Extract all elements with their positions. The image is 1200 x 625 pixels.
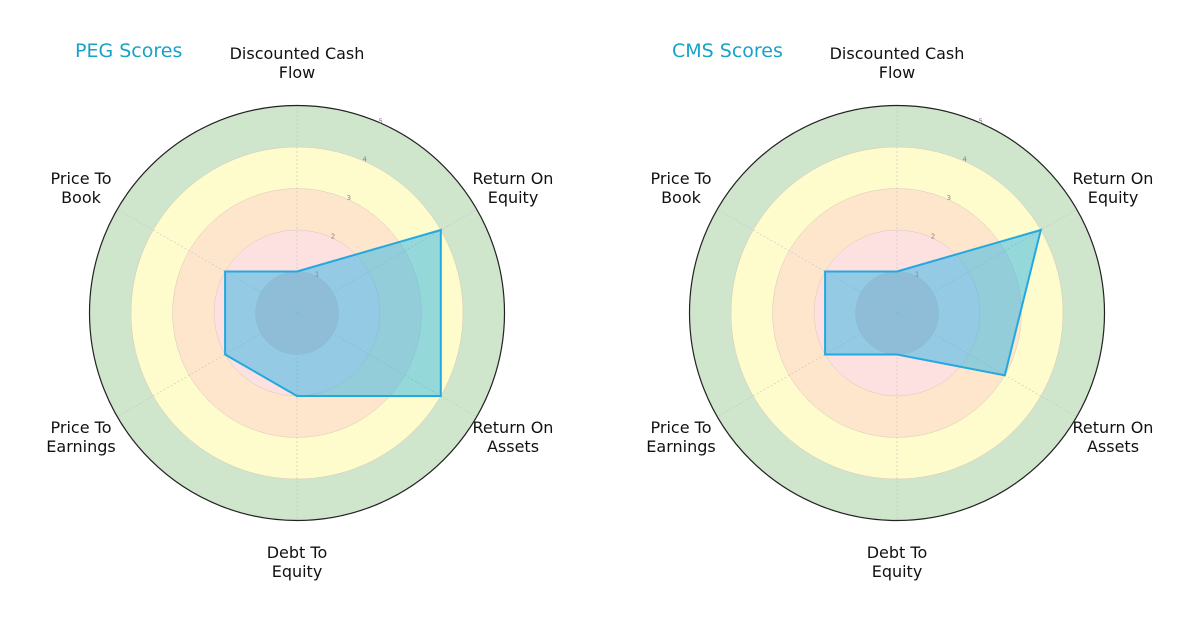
peg-radar-chart: 1 2 3 4 5 bbox=[88, 104, 506, 522]
axis-label-discounted-cash-flow: Discounted Cash Flow bbox=[229, 44, 365, 82]
radial-tick-label: 5 bbox=[978, 117, 982, 125]
axis-label-return-on-equity: Return On Equity bbox=[1072, 169, 1154, 207]
peg-chart-title: PEG Scores bbox=[75, 40, 183, 62]
axis-label-price-to-book: Price To Book bbox=[50, 169, 112, 207]
cms-radar-chart: 1 2 3 4 5 bbox=[688, 104, 1106, 522]
radial-tick-label: 3 bbox=[347, 194, 351, 202]
outer-border bbox=[688, 104, 1106, 522]
axis-spoke bbox=[717, 312, 898, 418]
outer-border bbox=[88, 104, 506, 522]
axis-label-debt-to-equity: Debt To Equity bbox=[266, 543, 328, 581]
radial-tick-label: 5 bbox=[378, 117, 382, 125]
axis-label-price-to-earnings: Price To Earnings bbox=[646, 418, 716, 456]
radial-tick-label: 2 bbox=[331, 232, 335, 240]
axis-spoke bbox=[717, 208, 898, 314]
axis-spoke bbox=[896, 208, 1077, 314]
axis-label-discounted-cash-flow: Discounted Cash Flow bbox=[829, 44, 965, 82]
radial-tick-label: 1 bbox=[315, 271, 319, 279]
radial-tick-label: 2 bbox=[931, 232, 935, 240]
radial-tick-label: 1 bbox=[915, 271, 919, 279]
radial-tick-label: 4 bbox=[963, 156, 968, 164]
axis-spoke bbox=[117, 208, 298, 314]
score-polygon bbox=[224, 228, 442, 397]
axis-label-price-to-earnings: Price To Earnings bbox=[46, 418, 116, 456]
peg-radar-panel: 1 2 3 4 5 PEG Scores Discounted Cash Flow Re… bbox=[46, 40, 554, 581]
axis-spoke bbox=[896, 312, 1077, 418]
cms-radar-panel: 1 2 3 4 5 CMS Scores Discounted Cash Flow Re… bbox=[600, 0, 1200, 625]
axis-spoke bbox=[296, 208, 477, 314]
axis-spoke bbox=[117, 312, 298, 418]
axis-label-return-on-assets: Return On Assets bbox=[1072, 418, 1154, 456]
cms-chart-title: CMS Scores bbox=[672, 40, 783, 62]
axis-label-price-to-book: Price To Book bbox=[650, 169, 712, 207]
axis-spoke bbox=[296, 312, 477, 418]
radial-tick-label: 3 bbox=[947, 194, 951, 202]
axis-label-debt-to-equity: Debt To Equity bbox=[866, 543, 928, 581]
axis-label-return-on-equity: Return On Equity bbox=[472, 169, 554, 207]
radial-tick-label: 4 bbox=[363, 156, 368, 164]
axis-label-return-on-assets: Return On Assets bbox=[472, 418, 554, 456]
score-polygon bbox=[824, 228, 1043, 377]
